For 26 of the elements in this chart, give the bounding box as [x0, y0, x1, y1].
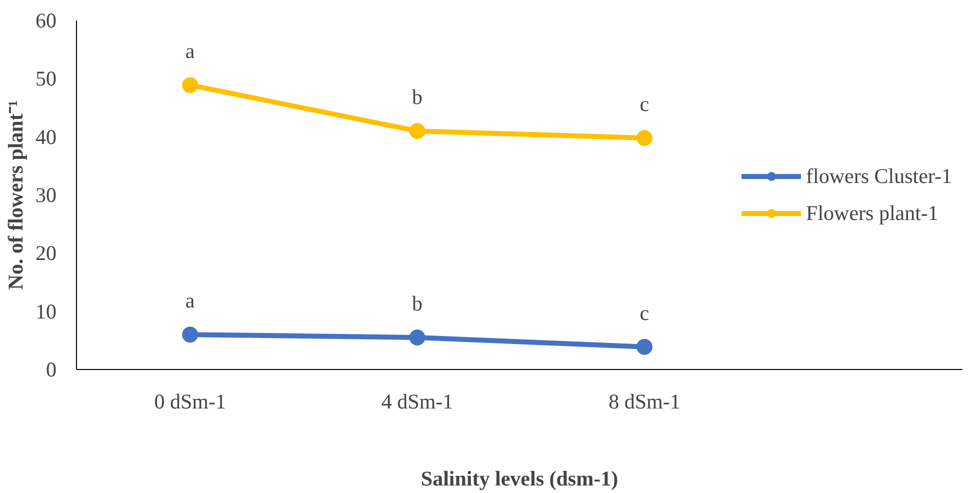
y-tick-label: 60	[36, 8, 56, 32]
point	[409, 123, 426, 139]
y-tick-label: 20	[36, 241, 56, 266]
y-tick-label: 30	[36, 183, 56, 207]
point	[182, 77, 198, 94]
y-tick-label: 40	[36, 124, 56, 149]
point	[409, 330, 426, 346]
x-tick-label: 0 dSm-1	[154, 390, 226, 414]
annotation: a	[185, 39, 196, 64]
point	[636, 338, 652, 355]
annotation: a	[185, 288, 196, 313]
annotation: b	[412, 292, 423, 316]
x-tick-label: 8 dSm-1	[608, 390, 680, 414]
x-tick-label: 4 dSm-1	[381, 390, 454, 414]
y-tick-label: 0	[46, 358, 56, 382]
point	[182, 326, 198, 343]
legend-label: flowers Cluster-1	[806, 164, 952, 188]
annotation: c	[640, 92, 650, 116]
y-tick-label: 10	[36, 299, 56, 324]
x-axis-title: Salinity levels (dsm-1)	[420, 466, 618, 490]
y-tick-label: 50	[36, 66, 56, 91]
annotation: c	[640, 300, 650, 325]
point	[636, 130, 652, 146]
legend-label: Flowers plant-1	[806, 200, 938, 226]
y-axis-title: No. of flowers plant⁻¹	[4, 100, 28, 290]
annotation: b	[412, 85, 423, 110]
